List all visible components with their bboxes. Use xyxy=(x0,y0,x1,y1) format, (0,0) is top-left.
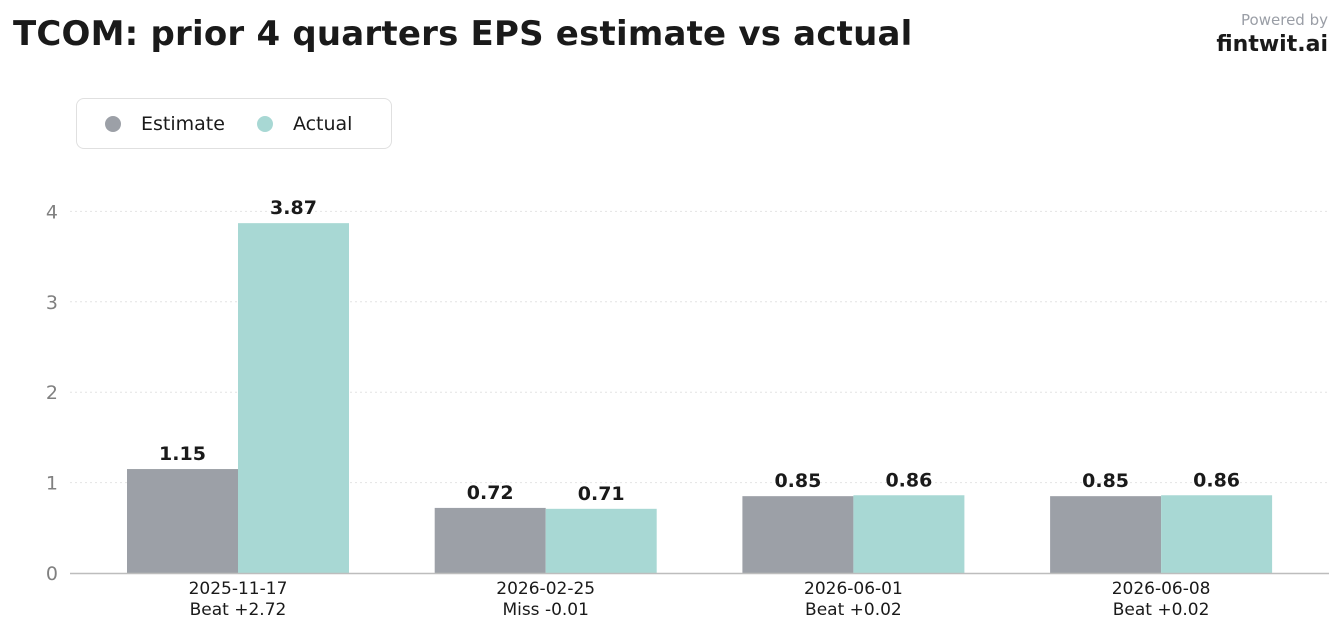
y-tick-label-4: 4 xyxy=(46,201,58,223)
legend-label-actual: Actual xyxy=(292,112,353,135)
y-tick-label-3: 3 xyxy=(46,292,58,314)
legend-swatch-actual xyxy=(256,115,273,132)
legend-item-actual: Actual xyxy=(256,112,353,135)
bar-actual-0 xyxy=(238,223,349,574)
x-tick-sublabel-2: Beat +0.02 xyxy=(805,600,902,620)
x-tick-sublabel-3: Beat +0.02 xyxy=(1113,600,1210,620)
x-tick-sublabel-0: Beat +2.72 xyxy=(190,600,287,620)
value-label-estimate-1: 0.72 xyxy=(467,482,514,504)
bar-estimate-1 xyxy=(434,507,546,573)
x-tick-label-0: 2025-11-17 xyxy=(189,579,288,599)
legend-swatch-estimate xyxy=(105,115,121,132)
x-tick-label-1: 2026-02-25 xyxy=(496,579,595,599)
legend-item-estimate: Estimate xyxy=(105,113,225,135)
value-label-actual-1: 0.71 xyxy=(578,483,625,505)
value-label-estimate-3: 0.85 xyxy=(1082,470,1129,492)
value-label-estimate-0: 1.15 xyxy=(159,443,206,465)
value-label-actual-2: 0.86 xyxy=(885,469,932,491)
y-tick-label-0: 0 xyxy=(46,563,58,585)
powered-by-text: Powered by xyxy=(1241,11,1328,29)
x-tick-label-2: 2026-06-01 xyxy=(804,579,903,599)
brand-name: fintwit.ai xyxy=(1216,32,1328,57)
x-tick-sublabel-1: Miss -0.01 xyxy=(502,600,589,620)
value-label-actual-3: 0.86 xyxy=(1193,469,1240,491)
x-tick-label-3: 2026-06-08 xyxy=(1112,579,1211,599)
bar-actual-2 xyxy=(853,495,965,573)
value-label-estimate-2: 0.85 xyxy=(774,470,821,492)
bar-estimate-2 xyxy=(742,496,854,573)
chart-legend: Estimate Actual xyxy=(76,98,392,149)
bar-estimate-3 xyxy=(1050,496,1162,573)
bar-actual-3 xyxy=(1161,495,1273,573)
chart-title: TCOM: prior 4 quarters EPS estimate vs a… xyxy=(13,14,913,54)
brand-block: Powered by fintwit.ai xyxy=(1216,10,1328,60)
y-tick-label-2: 2 xyxy=(46,382,58,404)
y-tick-label-1: 1 xyxy=(46,473,58,495)
value-label-actual-0: 3.87 xyxy=(270,197,317,219)
legend-label-estimate: Estimate xyxy=(141,112,225,135)
bar-estimate-0 xyxy=(127,469,238,573)
bar-actual-1 xyxy=(545,508,657,573)
